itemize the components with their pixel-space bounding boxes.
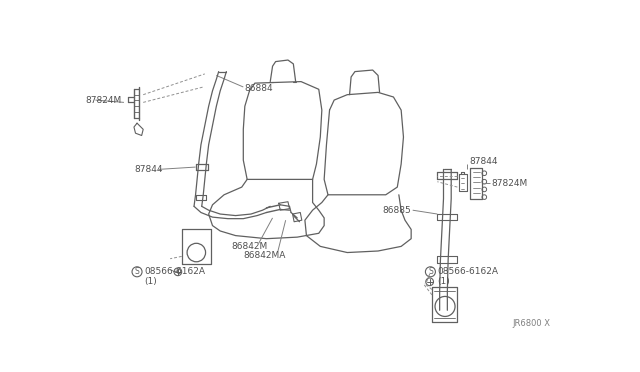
Text: 87844: 87844 [470,157,498,166]
Text: 86885: 86885 [382,206,411,215]
Text: 87824M: 87824M [86,96,122,105]
Text: 86842MA: 86842MA [243,251,285,260]
Text: S: S [134,267,140,276]
Text: 08566-6162A: 08566-6162A [144,267,205,276]
Text: 87844: 87844 [134,165,163,174]
Text: S: S [428,267,433,276]
Text: (1): (1) [144,276,157,286]
Text: 08566-6162A: 08566-6162A [437,267,499,276]
Text: 86884: 86884 [245,84,273,93]
Text: (1): (1) [437,276,450,286]
Text: JR6800 X: JR6800 X [513,319,551,328]
Text: 87824M: 87824M [492,179,527,188]
Text: 86842M: 86842M [232,242,268,251]
